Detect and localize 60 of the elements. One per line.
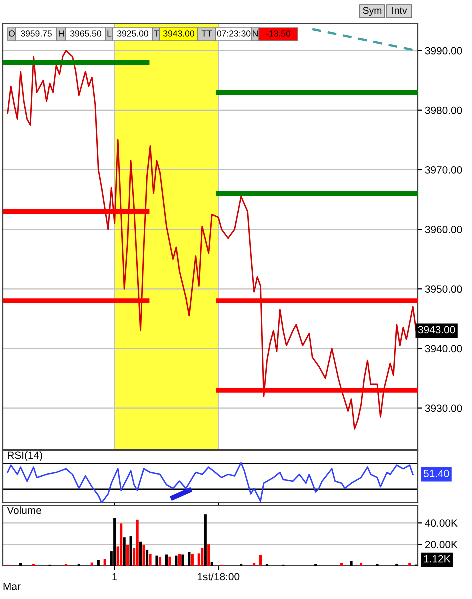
x-tick-label: 1 <box>112 573 118 580</box>
bar <box>156 556 158 566</box>
y-tick-label: 3990.00 <box>425 47 462 55</box>
bar <box>126 545 130 566</box>
bar <box>204 514 207 566</box>
bar <box>165 554 168 566</box>
bar <box>139 542 142 566</box>
y-tick-label: 40.00K <box>425 520 458 528</box>
y-tick-label: 3950.00 <box>425 286 462 294</box>
bar <box>149 554 152 566</box>
text: 51.40 <box>424 470 450 478</box>
bar <box>210 562 214 566</box>
bar <box>182 554 184 566</box>
bar <box>175 556 178 566</box>
annotation: 3943.00 <box>164 30 194 37</box>
bar <box>259 555 262 566</box>
bar <box>123 538 126 566</box>
bar <box>104 559 106 566</box>
annotation: O <box>9 30 15 37</box>
annotation: 3965.50 <box>70 30 102 37</box>
bar <box>120 524 123 566</box>
annotation: H <box>59 30 64 37</box>
bar <box>97 560 100 566</box>
x-tick-label: 1st/18:00 <box>198 572 240 581</box>
annotation: N <box>253 30 258 37</box>
annotation: T <box>154 30 159 37</box>
bar <box>208 544 210 566</box>
y-tick-label: 3960.00 <box>425 226 462 234</box>
x-axis-title: Mar <box>4 583 21 590</box>
bar <box>158 557 162 566</box>
text: Intv <box>392 7 408 14</box>
text: Sym <box>363 7 382 16</box>
annotation: 3925.00 <box>118 30 148 37</box>
bar <box>90 562 94 566</box>
chart-title: RSI(14) <box>8 452 42 462</box>
annotation: 3943.00 <box>418 326 456 334</box>
annotation: TT <box>202 30 212 37</box>
annotation: L <box>108 30 112 37</box>
line-series <box>7 50 418 430</box>
bar <box>136 520 139 566</box>
bar <box>188 552 191 566</box>
y-tick-label: 20.00K <box>425 541 458 548</box>
bar <box>114 518 116 566</box>
bar <box>146 550 149 566</box>
annotation: -13.50 <box>266 30 291 37</box>
y-tick-label: 3970.00 <box>425 166 462 174</box>
bar <box>178 554 181 566</box>
bar <box>168 556 172 566</box>
y-tick-label: 3930.00 <box>425 404 462 412</box>
y-tick-label: 3940.00 <box>425 345 462 353</box>
text: 1.12K <box>424 555 451 563</box>
bar <box>130 536 132 566</box>
annotation: 07:23:30 <box>217 30 251 37</box>
annotation: 3959.75 <box>21 30 52 37</box>
chart-title: Volume <box>7 506 42 514</box>
bar <box>201 548 204 566</box>
y-tick-label: 3980.00 <box>425 106 462 114</box>
bar <box>142 545 146 566</box>
bar <box>350 561 353 566</box>
bar <box>191 554 194 566</box>
